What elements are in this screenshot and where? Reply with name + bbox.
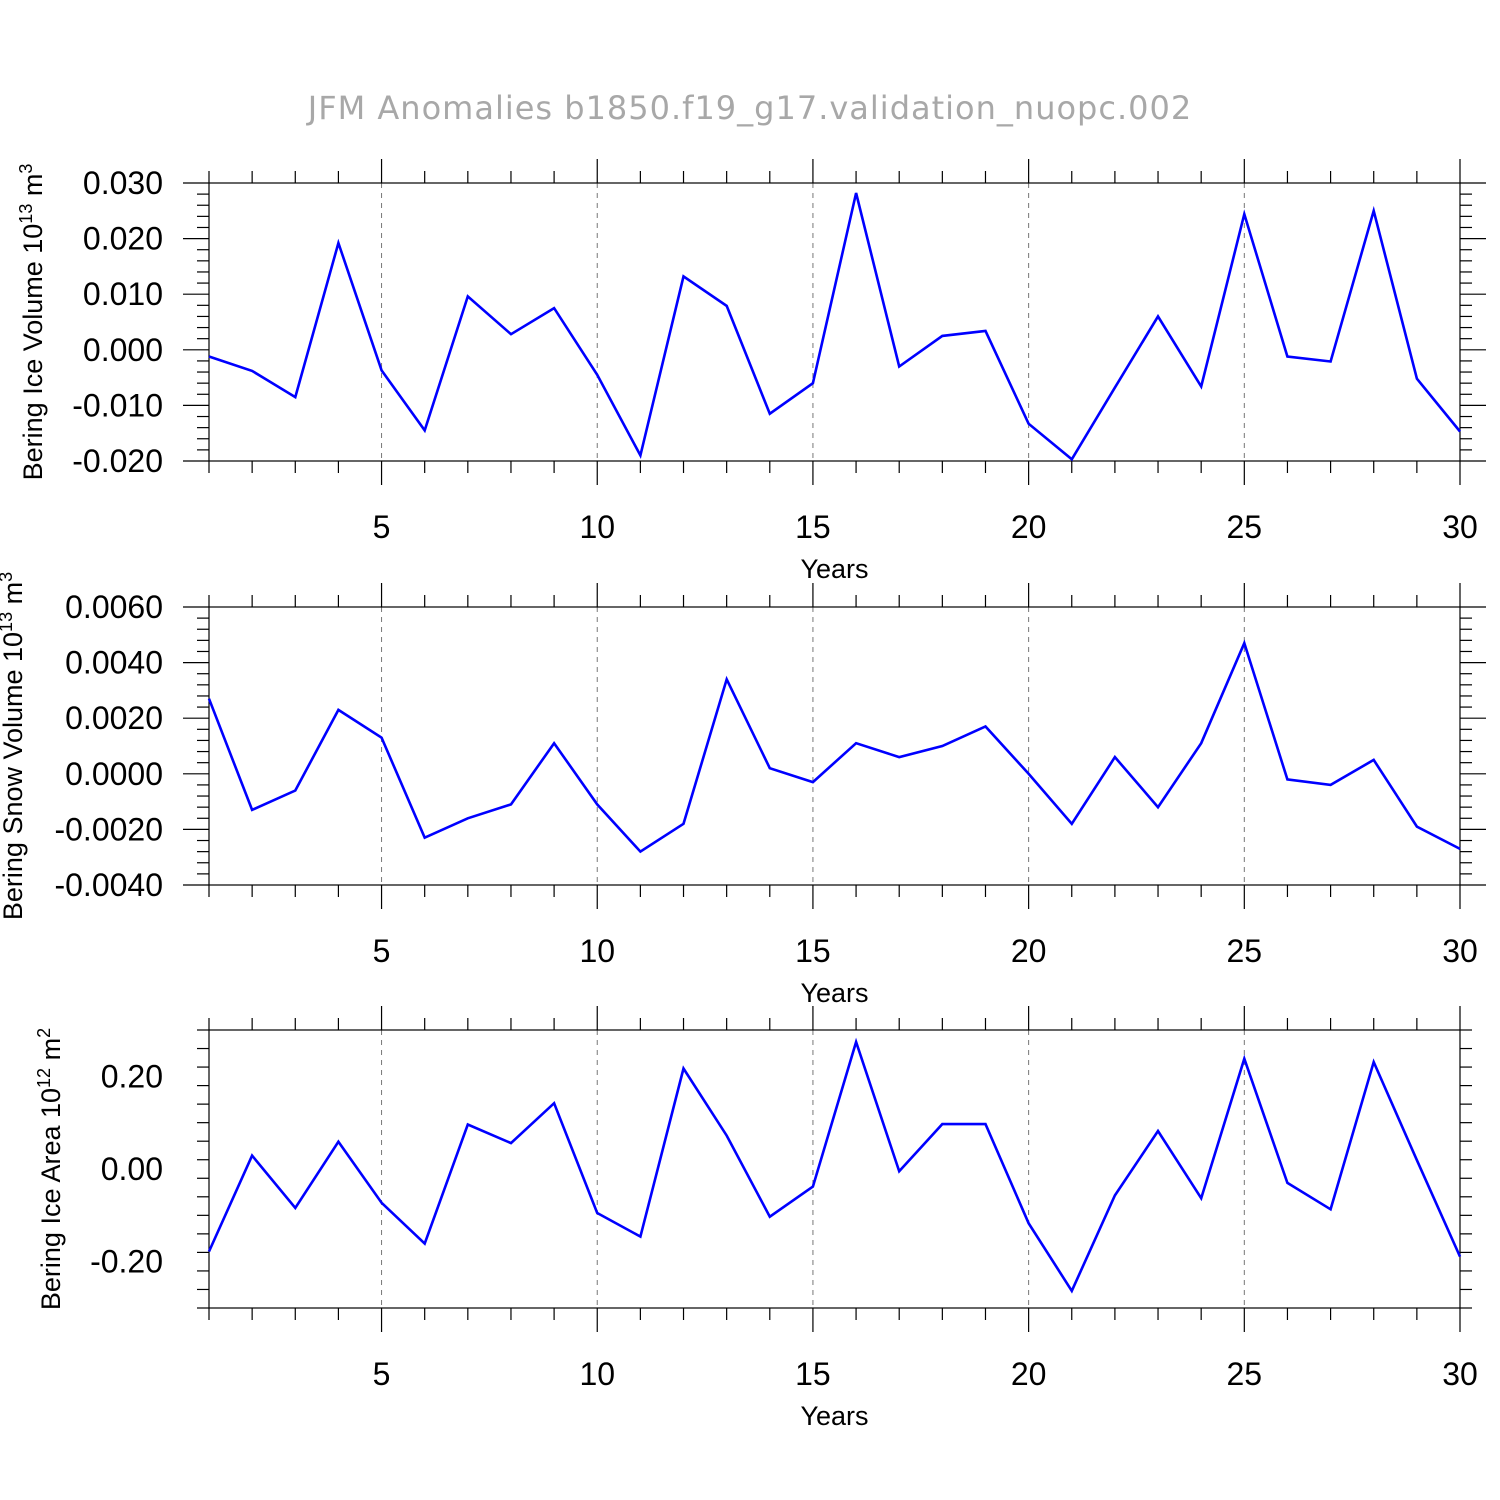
- y-axis-label-text: Bering Ice Volume 10: [18, 224, 48, 481]
- x-tick-label: 25: [1227, 1356, 1263, 1392]
- chart-panel-2: -0.0040 -0.0020 0.0000 0.0020 0.0040 0.0060 5 1…: [0, 572, 1486, 1008]
- x-tick-label: 30: [1442, 509, 1478, 545]
- chart-panel-1: -0.020 -0.010 0.000 0.010 0.020 0.030 5 10 15 20 2…: [16, 159, 1486, 584]
- figure-title: JFM Anomalies b1850.f19_g17.validation_n…: [306, 89, 1192, 127]
- y-axis-label-text: Bering Ice Area 10: [36, 1088, 66, 1310]
- y-tick-label: 0.020: [83, 221, 163, 257]
- y-axis-label-text: m: [18, 174, 48, 204]
- x-tick-label: 5: [373, 933, 391, 969]
- chart-panel-3: -0.20 0.00 0.20 5 10 15 20 25 30 Years Bering Ice …: [34, 1006, 1478, 1431]
- y-axis-label-superscript: 3: [0, 572, 16, 582]
- y-tick-label: -0.20: [90, 1244, 163, 1280]
- x-tick-label: 15: [795, 509, 831, 545]
- y-tick-label: -0.0040: [54, 867, 163, 903]
- y-axis-label: Bering Ice Volume 1013 m3: [16, 164, 48, 481]
- series-line-1: [207, 1037, 1462, 1294]
- y-tick-label: 0.0000: [65, 756, 163, 792]
- y-axis-label: Bering Ice Area 1012 m2: [34, 1028, 66, 1310]
- y-axis-label: Bering Snow Volume 1013 m3: [0, 572, 28, 920]
- y-tick-label: 0.0020: [65, 700, 163, 736]
- y-tick-label: 0.010: [83, 276, 163, 312]
- x-axis-label: Years: [800, 978, 868, 1008]
- x-tick-label: 20: [1011, 1356, 1047, 1392]
- y-axis-label-superscript: 2: [34, 1028, 54, 1038]
- x-tick-label: 25: [1227, 933, 1263, 969]
- x-tick-label: 20: [1011, 509, 1047, 545]
- plot-frame: [208, 606, 1461, 886]
- series-line-1: [208, 192, 1462, 462]
- y-tick-label: 0.00: [101, 1151, 163, 1187]
- x-tick-label: 10: [579, 933, 615, 969]
- x-axis-label: Years: [800, 554, 868, 584]
- x-tick-label: 10: [579, 509, 615, 545]
- y-axis-label-superscript: 13: [0, 612, 16, 632]
- panels: -0.020 -0.010 0.000 0.010 0.020 0.030 5 10 15 20 2…: [0, 159, 1486, 1431]
- x-tick-label: 30: [1442, 1356, 1478, 1392]
- x-tick-label: 25: [1227, 509, 1263, 545]
- x-tick-label: 30: [1442, 933, 1478, 969]
- x-tick-label: 10: [579, 1356, 615, 1392]
- x-tick-label: 20: [1011, 933, 1047, 969]
- y-axis-label-superscript: 3: [16, 164, 36, 174]
- y-axis-label-text: m: [0, 582, 28, 612]
- x-axis-label: Years: [800, 1401, 868, 1431]
- y-tick-label: 0.000: [83, 332, 163, 368]
- y-tick-label: 0.030: [83, 165, 163, 201]
- y-tick-label: -0.020: [72, 443, 163, 479]
- y-tick-label: 0.0040: [65, 645, 163, 681]
- y-axis-label-text: Bering Snow Volume 10: [0, 632, 28, 920]
- y-axis-label-superscript: 13: [16, 204, 36, 224]
- x-tick-label: 15: [795, 933, 831, 969]
- y-axis-label-superscript: 12: [34, 1068, 54, 1088]
- x-tick-label: 5: [373, 1356, 391, 1392]
- plot-frame: [208, 182, 1461, 462]
- y-axis-label-text: m: [36, 1038, 66, 1068]
- series-line-1: [207, 639, 1461, 854]
- x-tick-label: 15: [795, 1356, 831, 1392]
- plot-frame: [208, 1029, 1461, 1309]
- y-tick-label: -0.010: [72, 387, 163, 423]
- y-tick-label: -0.0020: [54, 811, 163, 847]
- x-tick-label: 5: [373, 509, 391, 545]
- y-tick-label: 0.0060: [65, 589, 163, 625]
- y-tick-label: 0.20: [101, 1058, 163, 1094]
